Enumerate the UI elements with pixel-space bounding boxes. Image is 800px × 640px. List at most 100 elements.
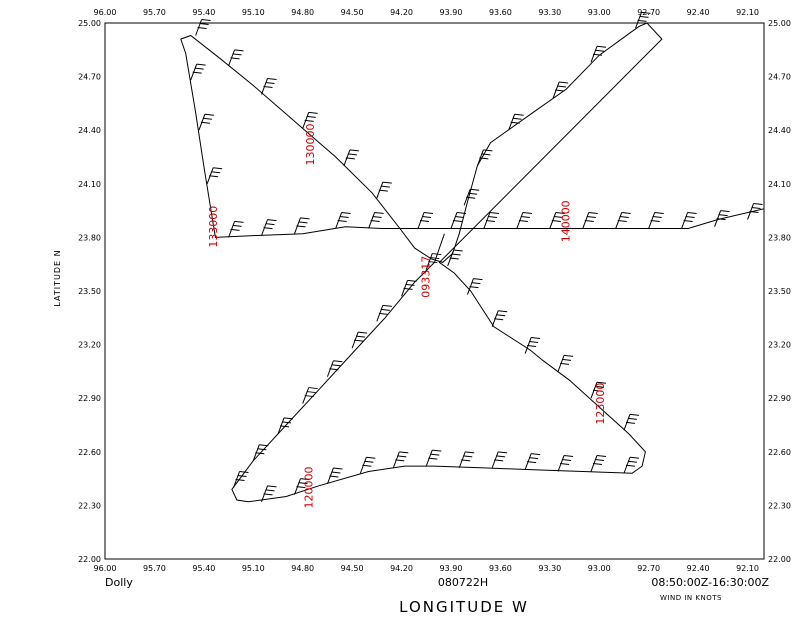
wind-barb bbox=[590, 381, 607, 399]
wind-barb bbox=[293, 217, 310, 235]
wind-barb bbox=[359, 456, 376, 474]
x-tick-label-bottom: 95.40 bbox=[192, 564, 215, 573]
wind-barb bbox=[491, 451, 508, 469]
wind-barb bbox=[582, 211, 598, 229]
wind-barb bbox=[615, 211, 631, 229]
wind-barb bbox=[476, 149, 493, 167]
x-tick-label-top: 93.90 bbox=[440, 8, 463, 17]
wind-barb bbox=[261, 485, 277, 503]
wind-barb bbox=[491, 310, 508, 327]
wind-barb bbox=[552, 81, 569, 99]
x-tick-label-bottom: 95.10 bbox=[242, 564, 265, 573]
wind-barb bbox=[466, 278, 483, 295]
x-axis-label: LONGITUDE W bbox=[399, 598, 529, 616]
x-tick-label-top: 93.60 bbox=[489, 8, 512, 17]
y-tick-label-left: 24.40 bbox=[78, 126, 101, 135]
y-tick-label-left: 25.00 bbox=[78, 19, 101, 28]
wind-barb bbox=[623, 456, 640, 474]
x-tick-label-top: 95.70 bbox=[143, 8, 166, 17]
wind-barb bbox=[392, 451, 409, 469]
wind-barb bbox=[376, 304, 392, 322]
wind-barb bbox=[206, 167, 223, 184]
right-tick-labels: 25.00 24.70 24.40 24.10 23.80 23.50 23.20 22.90… bbox=[768, 19, 791, 564]
y-tick-label-left: 23.20 bbox=[78, 341, 101, 350]
wind-barb bbox=[590, 45, 607, 63]
time-label: 123000 bbox=[594, 383, 607, 425]
wind-barb bbox=[261, 219, 277, 236]
time-label: 093317 bbox=[420, 256, 433, 298]
wind-barb bbox=[368, 211, 384, 229]
x-tick-label-top: 95.40 bbox=[192, 8, 215, 17]
x-tick-label-bottom: 94.50 bbox=[341, 564, 364, 573]
x-tick-label-top: 93.30 bbox=[538, 8, 561, 17]
wind-barb bbox=[635, 11, 651, 29]
time-label: 133000 bbox=[207, 206, 220, 248]
wind-barb bbox=[747, 203, 763, 220]
x-tick-label-top: 94.80 bbox=[291, 8, 314, 17]
x-tick-label-top: 92.70 bbox=[637, 8, 660, 17]
y-tick-label-right: 23.80 bbox=[768, 233, 791, 242]
x-tick-label-bottom: 93.60 bbox=[489, 564, 512, 573]
wind-barb bbox=[252, 444, 269, 461]
x-tick-label-bottom: 96.00 bbox=[94, 564, 117, 573]
x-tick-label-bottom: 92.10 bbox=[736, 564, 759, 573]
y-tick-label-right: 24.40 bbox=[768, 126, 791, 135]
wind-barb bbox=[190, 63, 206, 81]
top-tick-labels: 96.00 95.70 95.40 95.10 94.80 94.50 94.20 93.90… bbox=[94, 8, 759, 17]
wind-barb bbox=[549, 211, 565, 229]
x-tick-label-bottom: 94.80 bbox=[291, 564, 314, 573]
time-label: 140000 bbox=[560, 200, 573, 242]
wind-barb bbox=[228, 220, 244, 238]
wind-barb bbox=[524, 453, 541, 470]
storm-name: Dolly bbox=[105, 576, 133, 589]
wind-barb bbox=[335, 211, 351, 229]
wind-barb bbox=[681, 211, 697, 229]
y-tick-label-left: 22.90 bbox=[78, 394, 101, 403]
x-tick-label-bottom: 93.00 bbox=[588, 564, 611, 573]
wind-barb bbox=[376, 181, 392, 199]
y-tick-label-right: 25.00 bbox=[768, 19, 791, 28]
wind-barb bbox=[417, 211, 434, 229]
x-tick-label-bottom: 94.20 bbox=[390, 564, 413, 573]
wind-barb bbox=[425, 449, 442, 467]
time-labels: 130000 133000 140000 093317 123000 120000 bbox=[207, 123, 607, 508]
x-tick-label-bottom: 95.70 bbox=[143, 564, 166, 573]
y-tick-label-right: 22.60 bbox=[768, 448, 791, 457]
y-tick-label-left: 22.60 bbox=[78, 448, 101, 457]
wind-barb bbox=[302, 111, 318, 129]
x-tick-label-top: 94.50 bbox=[341, 8, 364, 17]
wind-barbs bbox=[190, 11, 763, 503]
time-range: 08:50:00Z-16:30:00Z bbox=[651, 576, 769, 589]
y-tick-label-left: 23.50 bbox=[78, 287, 101, 296]
wind-barb bbox=[714, 210, 730, 227]
wind-barb bbox=[447, 249, 463, 267]
x-tick-label-top: 93.00 bbox=[588, 8, 611, 17]
y-tick-label-left: 23.80 bbox=[78, 233, 101, 242]
wind-barb bbox=[228, 49, 244, 67]
wind-barb bbox=[557, 454, 574, 472]
wind-barb bbox=[302, 387, 318, 404]
x-tick-label-top: 92.40 bbox=[687, 8, 710, 17]
wind-barb bbox=[261, 77, 277, 95]
y-tick-label-right: 24.10 bbox=[768, 180, 791, 189]
wind-barb bbox=[293, 478, 310, 495]
x-tick-label-bottom: 92.40 bbox=[687, 564, 710, 573]
y-tick-label-right: 22.90 bbox=[768, 394, 791, 403]
wind-barb bbox=[343, 149, 359, 167]
flight-track-line bbox=[180, 22, 765, 503]
wind-barb bbox=[557, 354, 574, 372]
wind-barb bbox=[590, 454, 607, 472]
y-tick-label-right: 23.50 bbox=[768, 287, 791, 296]
flight-track bbox=[180, 22, 765, 503]
wind-barb bbox=[233, 471, 249, 488]
wind-barb bbox=[483, 211, 499, 229]
x-tick-label-bottom: 93.30 bbox=[538, 564, 561, 573]
y-tick-label-right: 22.30 bbox=[768, 501, 791, 510]
x-tick-label-top: 96.00 bbox=[94, 8, 117, 17]
wind-barb bbox=[516, 211, 532, 229]
wind-barb bbox=[198, 113, 214, 131]
wind-barb bbox=[623, 413, 640, 431]
y-tick-label-left: 22.00 bbox=[78, 555, 101, 564]
wind-barb bbox=[463, 188, 480, 206]
